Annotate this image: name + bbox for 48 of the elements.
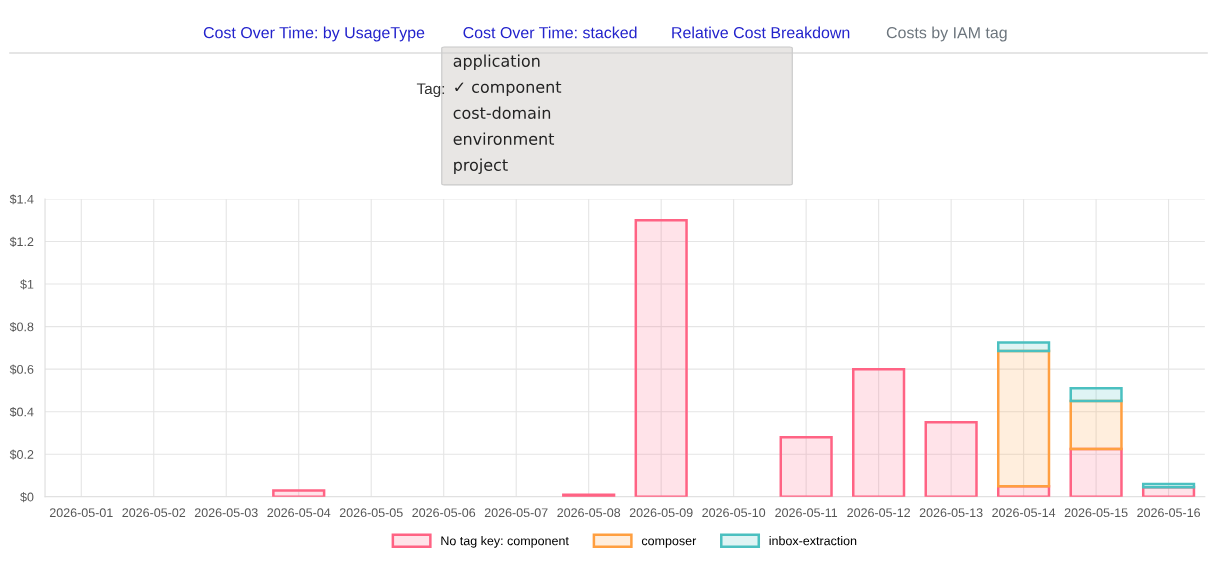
y-tick-label: $0.6	[9, 364, 34, 375]
x-tick-label: 2026-05-07	[484, 508, 548, 518]
x-tick-label: 2026-05-06	[412, 508, 476, 518]
x-tick-label: 2026-05-12	[847, 508, 910, 518]
bar	[996, 349, 1051, 488]
text: Tag:	[416, 83, 445, 98]
y-tick-label: $1	[20, 279, 34, 290]
y-tick-label: $0.8	[9, 321, 34, 332]
legend-label: composer	[641, 538, 697, 548]
x-tick-label: 2026-05-09	[629, 508, 693, 518]
text: Cost Over Time: by UsageType	[203, 26, 425, 42]
text: ✓ component	[455, 81, 562, 96]
x-tick-label: 2026-05-05	[339, 508, 403, 518]
x-tick-label: 2026-05-04	[267, 508, 331, 518]
bar	[779, 435, 833, 497]
x-tick-label: 2026-05-03	[194, 508, 258, 518]
x-tick-label: 2026-05-01	[49, 508, 113, 518]
bar	[852, 367, 906, 497]
bar	[1069, 387, 1123, 403]
legend-label: inbox-extraction	[769, 536, 857, 546]
x-tick-label: 2026-05-14	[992, 508, 1056, 518]
bar	[1069, 447, 1123, 497]
bar	[1069, 399, 1123, 451]
y-tick-label: $1.2	[9, 236, 34, 247]
x-tick-label: 2026-05-08	[557, 508, 621, 518]
x-tick-label: 2026-05-16	[1137, 508, 1201, 518]
y-tick-label: $0.2	[9, 449, 34, 460]
bar	[272, 489, 326, 497]
y-tick-label: $1.4	[9, 194, 34, 205]
bar	[924, 421, 978, 497]
text: application	[453, 54, 540, 70]
text: environment	[453, 132, 555, 145]
x-tick-label: 2026-05-13	[919, 508, 983, 518]
text: project	[454, 158, 508, 174]
x-tick-label: 2026-05-02	[122, 508, 186, 518]
bar	[562, 493, 616, 497]
bar	[634, 218, 688, 497]
x-tick-label: 2026-05-15	[1064, 508, 1128, 518]
x-tick-label: 2026-05-10	[702, 508, 766, 518]
bar	[996, 341, 1051, 353]
y-tick-label: $0	[20, 492, 34, 503]
text: cost-domain	[453, 106, 551, 119]
text: Cost Over Time: stacked	[463, 26, 637, 39]
text: Relative Cost Breakdown	[672, 26, 850, 39]
legend-label: No tag key: component	[441, 536, 569, 548]
text: Costs by IAM tag	[886, 26, 1007, 42]
y-tick-label: $0.4	[9, 406, 34, 418]
x-tick-label: 2026-05-11	[775, 508, 838, 518]
